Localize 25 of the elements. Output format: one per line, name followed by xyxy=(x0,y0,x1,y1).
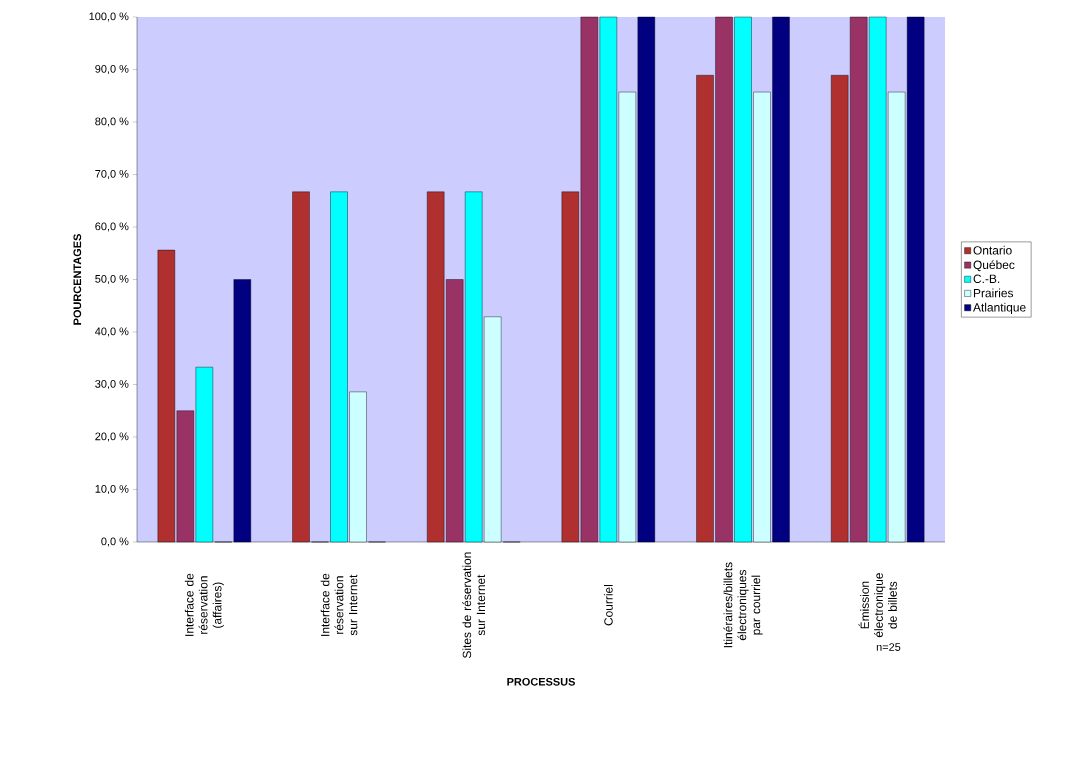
x-tick-label: Courriel xyxy=(603,584,613,626)
x-tick-label: Sites de réservation sur Internet xyxy=(462,552,486,659)
y-tick-label: 80,0 % xyxy=(95,117,129,127)
legend-label: Atlantique xyxy=(973,302,1026,314)
y-tick-label: 50,0 % xyxy=(95,274,129,285)
y-tick-label: 40,0 % xyxy=(95,327,129,337)
x-tick-label: Interface de réservation sur Internet xyxy=(320,573,358,636)
legend-label: Prairies xyxy=(973,288,1014,298)
y-tick-label: 60,0 % xyxy=(95,222,129,232)
y-tick-label: 20,0 % xyxy=(95,432,129,442)
x-tick-label: Interface de réservation (affaires) xyxy=(184,573,224,636)
y-tick-label: 0,0 % xyxy=(101,537,129,547)
y-tick-label: 90,0 % xyxy=(95,64,129,75)
legend-label: C.-B. xyxy=(973,274,1000,284)
y-tick-label: 100,0 % xyxy=(89,12,129,22)
legend-label: Ontario xyxy=(973,245,1012,255)
y-axis-title: POURCENTAGES xyxy=(73,234,82,325)
y-tick-label: 10,0 % xyxy=(95,484,129,495)
x-tick-label: Émission électronique de billets xyxy=(858,573,897,638)
y-tick-label: 30,0 % xyxy=(95,379,129,390)
text: n=25 xyxy=(876,643,901,651)
x-axis-title: PROCESSUS xyxy=(507,677,575,686)
y-tick-label: 70,0 % xyxy=(95,169,129,180)
x-tick-label: Itinéraires/billets électroniques par courriel xyxy=(723,562,763,648)
legend-label: Québec xyxy=(973,260,1015,272)
